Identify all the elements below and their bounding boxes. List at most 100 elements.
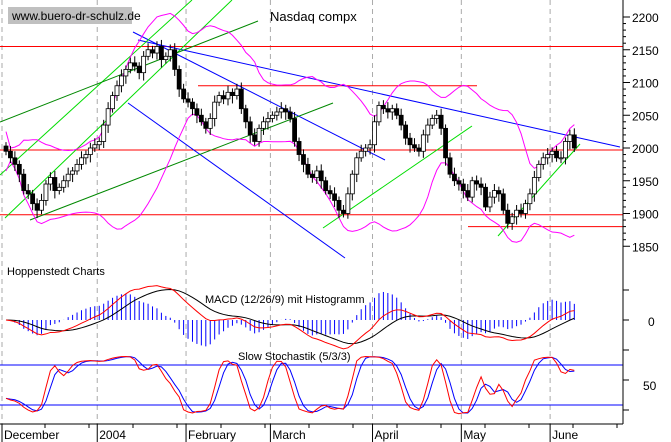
candle-body [354,157,360,175]
candle-body [341,209,346,214]
candle-body [372,121,377,146]
candle-body [198,114,204,123]
trend-line [0,20,259,123]
candle-body [92,144,98,149]
candle-body [269,114,275,119]
trend-line [0,0,193,176]
price-tick-label: 1850 [632,240,659,254]
candle-body [25,190,31,195]
candle-body [287,111,293,119]
candle-body [167,49,173,57]
candle-body [563,141,568,159]
candle-body [83,154,89,159]
candle-body [327,190,333,195]
candle-body [416,147,422,152]
candle-body [65,173,71,182]
candle-body [567,134,573,142]
candle-body [540,157,546,165]
stoch-label: Slow Stochastik (5/3/3) [238,351,351,363]
candle-body [460,183,466,191]
macd-label: MACD (12/26/9) mit Histogramm [205,294,365,306]
candle-body [243,108,249,123]
candle-body [247,121,253,136]
candle-body [403,124,409,139]
month-label: 2004 [99,428,126,442]
candle-body [39,199,44,211]
candle-body [443,127,448,159]
candle-body [74,163,80,172]
candle-body [487,196,493,208]
candle-body [385,108,391,113]
month-label: December [4,428,59,442]
candle-body [52,177,58,191]
candle-body [114,85,120,97]
bollinger-upper [5,12,575,169]
candle-body [345,193,351,214]
candle-body [380,105,386,110]
candle-body [301,154,306,165]
candle-body [518,209,524,214]
candle-body [394,108,400,116]
candle-body [283,108,289,113]
candle-body [509,216,515,224]
price-tick-label: 2100 [632,77,659,91]
candle-body [194,108,200,116]
candle-body [309,173,315,178]
candle-body [87,147,93,155]
watermark: www.buero-dr-schulz.de [11,9,141,23]
price-tick-label: 2050 [632,109,659,123]
candle-body [491,190,497,198]
candle-body [558,157,564,160]
candle-body [8,150,13,159]
candle-body [207,118,213,129]
candle-body [274,111,280,116]
trend-line [29,102,334,221]
candle-body [123,69,129,77]
candle-body [154,46,160,54]
chart-title: Nasdaq compx [270,9,357,24]
candle-body [296,141,302,155]
candle-body [190,101,195,110]
stoch-k-line [5,355,575,415]
candle-body [158,46,164,60]
candle-body [465,190,471,198]
candle-body [412,144,417,149]
candle-body [278,108,284,113]
candle-body [34,203,40,211]
candle-body [150,49,155,54]
candle-body [61,180,67,188]
candle-body [314,170,320,178]
candle-body [323,180,329,191]
month-label: March [272,428,305,442]
candle-body [434,114,440,119]
macd-zero-tick: 0 [648,315,655,329]
watermark-box [8,7,132,24]
candle-body [203,121,209,129]
candle-body [221,95,226,100]
candle-body [305,163,311,175]
candle-body [536,163,542,178]
candle-body [110,95,115,110]
macd-line [5,285,575,350]
candle-body [141,55,147,74]
candle-body [230,91,235,96]
price-tick-label: 2000 [632,142,659,156]
candle-body [545,154,551,159]
candle-body [358,150,364,159]
candle-body [420,134,426,152]
candle-body [132,62,138,67]
candle-body [48,177,53,185]
candle-body [389,108,395,113]
candle-body [181,88,187,100]
candle-body [505,209,511,224]
candle-body [16,163,22,175]
candle-body [452,173,457,182]
candle-body [234,88,240,97]
candle-body [172,49,178,70]
candle-body [523,203,528,214]
candle-body [527,193,533,205]
candle-body [261,121,266,129]
price-tick-label: 2150 [632,44,659,58]
